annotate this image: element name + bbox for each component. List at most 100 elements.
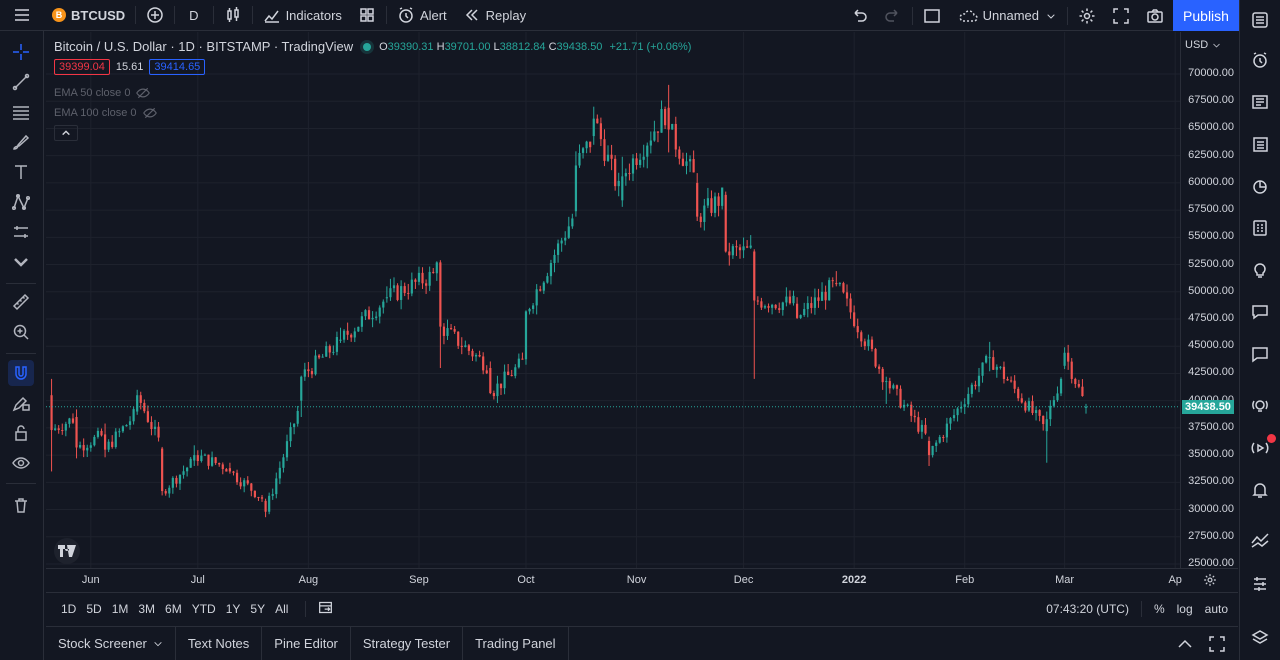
range-button-5y[interactable]: 5Y (250, 601, 266, 616)
candle (300, 375, 303, 417)
candle (767, 303, 770, 313)
messages-button[interactable] (1248, 342, 1272, 366)
candle (293, 423, 296, 435)
watchlist-button[interactable] (1248, 8, 1272, 32)
compare-button[interactable] (138, 0, 172, 31)
hide-drawings-tool[interactable] (8, 450, 34, 476)
crosshair-tool[interactable] (8, 39, 34, 65)
candle (303, 362, 306, 381)
candle (214, 456, 217, 465)
currency-selector[interactable]: USD (1185, 39, 1221, 51)
candle-body (963, 404, 966, 407)
layout-button[interactable] (915, 0, 949, 31)
time-axis[interactable]: Jun Jul Aug Sep Oct Nov Dec 2022 Feb Mar Ap (46, 568, 1238, 592)
percent-toggle[interactable]: % (1153, 601, 1165, 616)
zoom-tool[interactable] (8, 319, 34, 345)
tab-stock-screener[interactable]: Stock Screener (46, 626, 176, 660)
settings-button[interactable] (1070, 0, 1104, 31)
price-axis[interactable]: USD 70000.00 67500.00 65000.00 62500.00 6000… (1180, 32, 1238, 569)
price-chart[interactable] (46, 32, 1180, 568)
chart-type-button[interactable] (216, 0, 250, 31)
chevron-up-icon[interactable] (1176, 635, 1194, 653)
ema100-legend[interactable]: EMA 100 close 0 (54, 106, 157, 120)
hotlists-button[interactable] (1248, 132, 1272, 156)
object-tree-button[interactable] (1248, 626, 1272, 650)
eye-off-icon[interactable] (142, 106, 157, 120)
interval-button[interactable]: D (177, 0, 210, 31)
eye-off-icon[interactable] (136, 86, 151, 100)
stay-drawing-tool[interactable] (8, 390, 34, 416)
candle-body (524, 311, 528, 360)
buy-price-button[interactable]: 39414.65 (149, 59, 206, 75)
pine-ideas-button[interactable] (1248, 528, 1272, 552)
pattern-tool[interactable] (8, 189, 34, 215)
lock-tool[interactable] (8, 420, 34, 446)
candle-body (389, 288, 392, 298)
pattern-icon (12, 193, 30, 211)
menu-button[interactable] (0, 0, 44, 31)
trendline-tool[interactable] (8, 69, 34, 95)
candle-body (350, 334, 353, 338)
range-button-1m[interactable]: 1M (111, 601, 129, 616)
candle (103, 423, 107, 458)
tab-text-notes[interactable]: Text Notes (176, 626, 263, 660)
goto-date-button[interactable] (318, 600, 333, 618)
ema50-legend[interactable]: EMA 50 close 0 (54, 86, 151, 100)
brush-tool[interactable] (8, 129, 34, 155)
candle (902, 399, 906, 411)
templates-button[interactable] (350, 0, 384, 31)
range-button-5d[interactable]: 5D (86, 601, 102, 616)
ideas-button[interactable] (1248, 258, 1272, 282)
apps-button[interactable] (1248, 216, 1272, 240)
undo-button[interactable] (842, 0, 876, 31)
log-toggle[interactable]: log (1176, 601, 1193, 616)
indicators-button[interactable]: Indicators (255, 0, 350, 31)
streams-button[interactable] (1248, 434, 1276, 460)
ema50-label: EMA 50 close 0 (54, 87, 131, 99)
data-window-button[interactable] (1248, 90, 1272, 114)
range-button-all[interactable]: All (275, 601, 289, 616)
maximize-icon[interactable] (1208, 635, 1226, 653)
candle-body (1070, 361, 1073, 379)
symbol-search-button[interactable]: B BTCUSD (44, 0, 133, 31)
clock-display[interactable]: 07:43:20 (UTC) (1046, 601, 1129, 616)
publish-button[interactable]: Publish (1173, 0, 1239, 31)
auto-toggle[interactable]: auto (1204, 601, 1228, 616)
idea-stream-button[interactable] (1248, 394, 1272, 418)
text-tool[interactable] (8, 159, 34, 185)
alert-button[interactable]: Alert (389, 0, 455, 31)
magnet-tool[interactable] (8, 360, 34, 386)
axis-settings-button[interactable] (1203, 573, 1217, 590)
save-layout-button[interactable]: Unnamed (949, 0, 1065, 31)
measure-tool[interactable] (8, 289, 34, 315)
range-button-1y[interactable]: 1Y (225, 601, 241, 616)
candle (189, 456, 192, 468)
snapshot-button[interactable] (1138, 0, 1172, 31)
tab-strategy-tester[interactable]: Strategy Tester (351, 626, 464, 660)
replay-button[interactable]: Replay (455, 0, 534, 31)
range-button-ytd[interactable]: YTD (191, 601, 216, 616)
more-tools-button[interactable] (8, 249, 34, 275)
range-button-1d[interactable]: 1D (61, 601, 77, 616)
tab-pine-editor[interactable]: Pine Editor (262, 626, 351, 660)
notifications-button[interactable] (1248, 478, 1272, 502)
dom-button[interactable] (1248, 572, 1272, 596)
remove-drawings-button[interactable] (8, 492, 34, 518)
tab-trading-panel[interactable]: Trading Panel (463, 626, 569, 660)
fullscreen-button[interactable] (1104, 0, 1138, 31)
collapse-legend-button[interactable] (54, 125, 78, 141)
redo-button[interactable] (876, 0, 910, 31)
sell-price-button[interactable]: 39399.04 (54, 59, 110, 75)
candle (442, 323, 446, 345)
range-button-3m[interactable]: 3M (138, 601, 156, 616)
chats-button[interactable] (1248, 300, 1272, 324)
fib-tool[interactable] (8, 99, 34, 125)
candle (1038, 409, 1041, 422)
tradingview-logo[interactable] (54, 538, 80, 564)
candle-body (614, 158, 617, 187)
calendar-button[interactable] (1248, 174, 1272, 198)
prediction-tool[interactable] (8, 219, 34, 245)
candle (449, 324, 453, 330)
range-button-6m[interactable]: 6M (165, 601, 182, 616)
alerts-panel-button[interactable] (1248, 48, 1272, 72)
